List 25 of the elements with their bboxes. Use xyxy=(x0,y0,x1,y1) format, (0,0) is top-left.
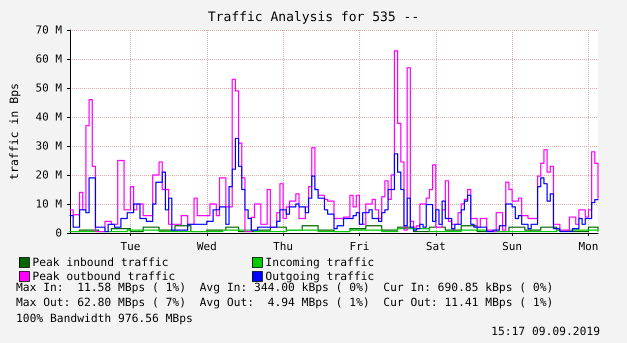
legend-label: Outgoing traffic xyxy=(265,270,374,283)
x-tick-label: Fri xyxy=(350,240,370,253)
text: 100% Bandwidth 976.56 MBps xyxy=(16,312,193,326)
x-tick-label: Wed xyxy=(196,240,217,253)
x-tick-label: Sat xyxy=(426,240,446,253)
y-tick-label: 60 M xyxy=(36,52,62,66)
y-tick-label: 10 M xyxy=(36,198,62,210)
text: Max In: 11.58 MBps ( 1%) Avg In: 344.00 kBps ( 0%) Cur In: 690.85 kBps ( 0%) xyxy=(16,281,554,295)
x-tick-label: Tue xyxy=(120,240,140,253)
x-tick-label: Sun xyxy=(502,240,522,253)
x-tick-label: Thu xyxy=(273,240,294,253)
y-axis-title: traffic in Bps xyxy=(7,83,21,180)
legend-label: Incoming traffic xyxy=(265,256,374,269)
legend-label: Peak inbound traffic xyxy=(32,256,168,269)
text: Max Out: 62.80 MBps ( 7%) Avg Out: 4.94 MBps ( 1%) Cur Out: 11.41 MBps ( 1%) xyxy=(16,296,554,310)
y-tick-label: 0 xyxy=(55,226,62,240)
y-tick-label: 20 M xyxy=(36,168,62,182)
x-tick-label: Mon xyxy=(578,240,598,253)
legend-label: Peak outbound traffic xyxy=(32,270,176,283)
y-tick-label: 50 M xyxy=(36,82,62,94)
y-tick-label: 70 M xyxy=(36,24,62,36)
text: 15:17 09.09.2019 xyxy=(491,325,600,339)
y-tick-label: 30 M xyxy=(36,140,62,152)
chart-title: Traffic Analysis for 535 -- xyxy=(208,10,420,25)
y-tick-label: 40 M xyxy=(36,110,62,124)
